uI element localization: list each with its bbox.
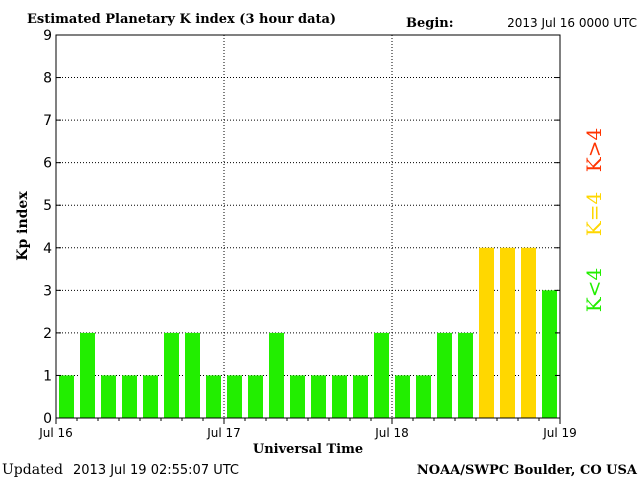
y-tick-label: 9: [43, 28, 52, 44]
x-tick-labels: Jul 16 Jul 17 Jul 18 Jul 19: [38, 426, 577, 440]
legend-below-4: K<4: [582, 268, 606, 312]
y-tick-labels: 0 1 2 3 4 5 6 7 8 9: [43, 28, 52, 427]
kp-bar: [185, 332, 200, 418]
kp-bar: [395, 375, 410, 418]
kp-bar: [59, 375, 74, 418]
begin-value: 2013 Jul 16 0000 UTC: [507, 16, 637, 30]
kp-bar: [227, 375, 242, 418]
kp-bar: [290, 375, 305, 418]
y-tick-label: 1: [43, 368, 52, 384]
updated-value: 2013 Jul 19 02:55:07 UTC: [73, 463, 239, 478]
kp-bar: [143, 375, 158, 418]
y-tick-label: 6: [43, 156, 52, 172]
y-tick-label: 4: [43, 241, 52, 257]
source-credit: NOAA/SWPC Boulder, CO USA: [417, 463, 638, 478]
begin-label: Begin:: [406, 16, 454, 31]
kp-bar: [101, 375, 116, 418]
x-tick-label: Jul 17: [206, 426, 241, 440]
kp-bar: [437, 332, 452, 418]
kp-bar: [164, 332, 179, 418]
kp-bar: [269, 332, 284, 418]
x-tick-label: Jul 18: [374, 426, 409, 440]
x-tick-label: Jul 16: [38, 426, 73, 440]
kp-bar: [248, 375, 263, 418]
kp-bar: [122, 375, 137, 418]
y-tick-label: 3: [43, 283, 52, 299]
y-tick-label: 8: [43, 71, 52, 87]
kp-bar: [479, 247, 494, 418]
kp-bar: [353, 375, 368, 418]
kp-bar: [374, 332, 389, 418]
updated-label: Updated: [2, 462, 63, 478]
kp-bar: [311, 375, 326, 418]
plot-bars: [59, 247, 557, 418]
plot-ticks: [55, 34, 561, 424]
y-tick-label: 2: [43, 326, 52, 342]
kp-bar: [332, 375, 347, 418]
kp-bar: [542, 290, 557, 418]
legend-above-4: K>4: [582, 128, 606, 172]
legend-equal-4: K=4: [582, 192, 606, 236]
kp-bar: [206, 375, 221, 418]
x-axis-label: Universal Time: [253, 442, 363, 457]
kp-bar: [500, 247, 515, 418]
chart-title: Estimated Planetary K index (3 hour data…: [27, 12, 336, 27]
kp-bar: [416, 375, 431, 418]
y-tick-label: 0: [43, 411, 52, 427]
x-tick-label: Jul 19: [542, 426, 577, 440]
y-tick-label: 7: [43, 113, 52, 129]
plot-grid: [56, 35, 560, 418]
kp-bar: [521, 247, 536, 418]
y-axis-label: Kp index: [15, 191, 31, 261]
kp-bar: [458, 332, 473, 418]
kp-bar: [80, 332, 95, 418]
y-tick-label: 5: [43, 198, 52, 214]
